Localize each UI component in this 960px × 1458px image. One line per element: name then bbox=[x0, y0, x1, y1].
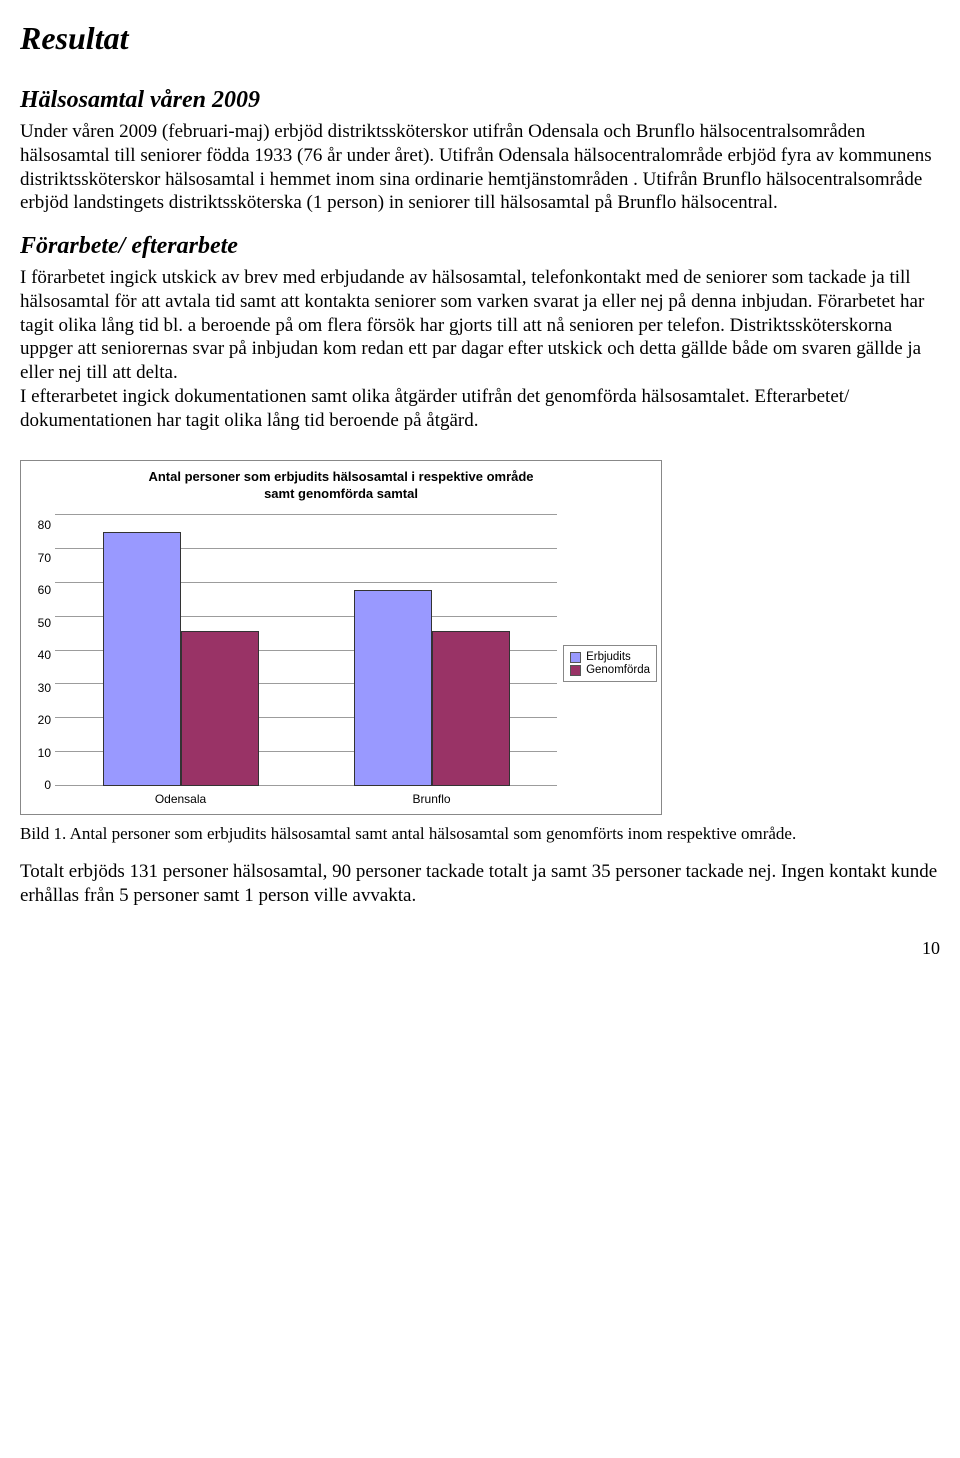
h2-halsosamtal: Hälsosamtal våren 2009 bbox=[20, 87, 940, 114]
legend-label: Genomförda bbox=[586, 664, 650, 676]
x-tick: Odensala bbox=[55, 792, 306, 806]
y-tick: 40 bbox=[38, 649, 51, 661]
h1-resultat: Resultat bbox=[20, 20, 940, 57]
y-tick: 10 bbox=[38, 747, 51, 759]
y-tick: 80 bbox=[38, 519, 51, 531]
para-after-chart: Totalt erbjöds 131 personer hälsosamtal,… bbox=[20, 860, 940, 908]
legend-swatch bbox=[570, 652, 581, 663]
chart-title-line2: samt genomförda samtal bbox=[264, 486, 418, 501]
legend-swatch bbox=[570, 665, 581, 676]
para-s1: Under våren 2009 (februari-maj) erbjöd d… bbox=[20, 120, 940, 215]
y-tick: 0 bbox=[44, 779, 51, 791]
plot-area bbox=[55, 513, 557, 786]
x-axis: OdensalaBrunflo bbox=[55, 792, 557, 806]
page-number: 10 bbox=[20, 938, 940, 959]
legend-label: Erbjudits bbox=[586, 651, 631, 663]
h2-forarbete: Förarbete/ efterarbete bbox=[20, 233, 940, 260]
bar bbox=[103, 532, 181, 786]
bar-group bbox=[306, 590, 557, 786]
bar bbox=[354, 590, 432, 786]
y-axis: 80706050403020100 bbox=[21, 513, 55, 785]
chart-title: Antal personer som erbjudits hälsosamtal… bbox=[71, 469, 611, 503]
y-tick: 70 bbox=[38, 552, 51, 564]
bar-group bbox=[55, 532, 306, 786]
chart-caption: Bild 1. Antal personer som erbjudits häl… bbox=[20, 823, 940, 844]
chart-title-line1: Antal personer som erbjudits hälsosamtal… bbox=[148, 469, 533, 484]
y-tick: 20 bbox=[38, 714, 51, 726]
legend: ErbjuditsGenomförda bbox=[563, 645, 657, 682]
bar bbox=[181, 631, 259, 786]
para-s2-1: I förarbetet ingick utskick av brev med … bbox=[20, 266, 940, 385]
legend-row: Erbjudits bbox=[570, 651, 650, 663]
y-tick: 50 bbox=[38, 617, 51, 629]
legend-row: Genomförda bbox=[570, 664, 650, 676]
x-tick: Brunflo bbox=[306, 792, 557, 806]
y-tick: 30 bbox=[38, 682, 51, 694]
grid-line bbox=[55, 514, 557, 515]
bar bbox=[432, 631, 510, 786]
chart-bild1: Antal personer som erbjudits hälsosamtal… bbox=[20, 460, 662, 815]
para-s2-2: I efterarbetet ingick dokumentationen sa… bbox=[20, 385, 940, 433]
y-tick: 60 bbox=[38, 584, 51, 596]
